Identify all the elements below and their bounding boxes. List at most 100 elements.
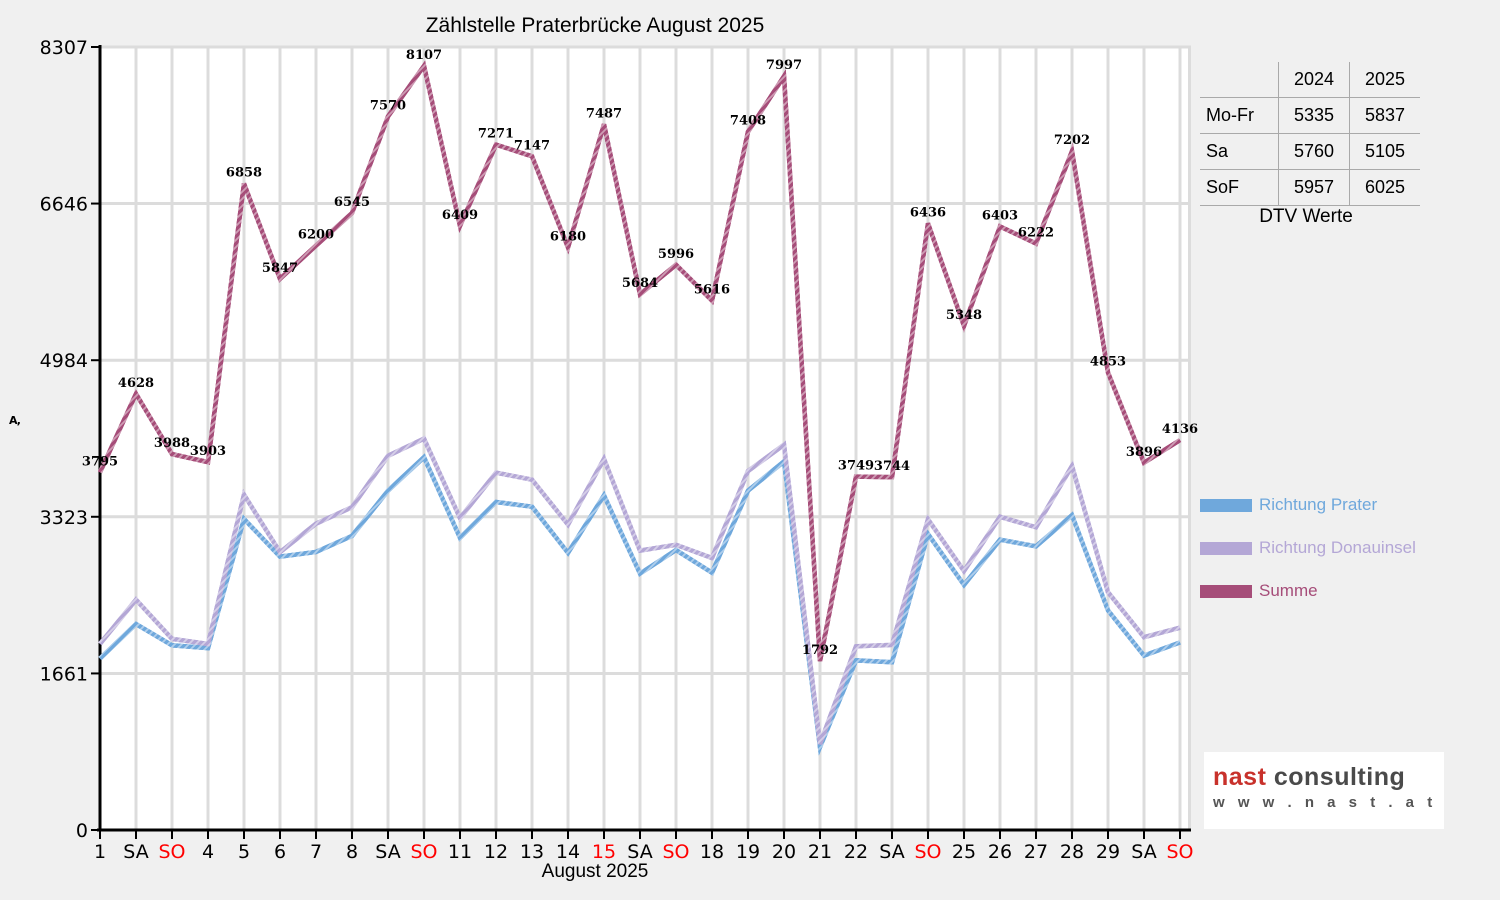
svg-text:0: 0 [76, 820, 88, 842]
svg-text:SA: SA [375, 841, 400, 863]
svg-text:3749: 3749 [838, 459, 874, 474]
legend-label: Summe [1259, 581, 1318, 600]
svg-text:3795: 3795 [82, 454, 118, 469]
svg-text:8107: 8107 [406, 48, 442, 63]
svg-text:6180: 6180 [550, 229, 586, 244]
svg-text:5684: 5684 [622, 276, 658, 291]
chart-legend: Richtung Prater Richtung Donauinsel Summ… [1200, 495, 1416, 624]
svg-text:SO: SO [410, 841, 437, 863]
x-axis-title: August 2025 [541, 861, 649, 882]
cell-value: 5105 [1349, 133, 1420, 170]
svg-text:7202: 7202 [1054, 133, 1090, 148]
row-label: Mo-Fr [1206, 105, 1254, 125]
svg-text:SO: SO [662, 841, 689, 863]
cell-value: 5760 [1278, 133, 1350, 170]
svg-text:SO: SO [914, 841, 941, 863]
svg-text:1661: 1661 [40, 663, 88, 685]
cell-value: 5957 [1278, 169, 1350, 206]
svg-text:SA: SA [627, 841, 652, 863]
y-axis-mini-label: A, [9, 414, 21, 427]
svg-text:7487: 7487 [586, 106, 622, 121]
svg-text:6222: 6222 [1018, 226, 1054, 241]
svg-text:7: 7 [310, 841, 322, 863]
svg-text:18: 18 [700, 841, 724, 863]
svg-text:7997: 7997 [766, 58, 802, 73]
svg-text:SA: SA [1131, 841, 1156, 863]
svg-text:3744: 3744 [874, 459, 910, 474]
svg-text:5996: 5996 [658, 247, 694, 262]
legend-swatch-maroon [1200, 584, 1252, 598]
svg-text:7147: 7147 [514, 138, 550, 153]
svg-text:3896: 3896 [1126, 445, 1162, 460]
svg-text:4136: 4136 [1162, 422, 1198, 437]
svg-text:4984: 4984 [40, 350, 88, 372]
svg-text:1792: 1792 [802, 643, 838, 658]
svg-text:3988: 3988 [154, 436, 190, 451]
row-label: Sa [1206, 141, 1229, 161]
svg-text:6403: 6403 [982, 208, 1018, 223]
table-header-row: 2024 2025 [1200, 62, 1420, 98]
svg-text:5847: 5847 [262, 261, 298, 276]
cell-value: 6025 [1349, 169, 1420, 206]
svg-text:12: 12 [484, 841, 508, 863]
svg-text:15: 15 [592, 841, 616, 863]
svg-text:6646: 6646 [40, 194, 88, 216]
table-row: SoF 5957 6025 [1200, 169, 1420, 206]
table-caption: DTV Werte [1259, 206, 1353, 227]
legend-swatch-purple [1200, 541, 1252, 555]
svg-text:SO: SO [1166, 841, 1193, 863]
svg-text:6: 6 [274, 841, 286, 863]
svg-text:5: 5 [238, 841, 250, 863]
logo-brand-red: nast [1213, 763, 1267, 791]
cell-value: 5837 [1349, 97, 1420, 134]
dtv-table: 2024 2025 Mo-Fr 5335 5837 Sa 5760 5105 S… [1200, 62, 1420, 206]
svg-text:7570: 7570 [370, 98, 406, 113]
row-label: SoF [1206, 177, 1240, 197]
logo-brand-gray: consulting [1273, 763, 1406, 791]
svg-text:7408: 7408 [730, 114, 766, 129]
svg-text:5616: 5616 [694, 283, 730, 298]
svg-text:13: 13 [520, 841, 544, 863]
svg-text:SA: SA [879, 841, 904, 863]
logo-url: w w w . n a s t . a t [1213, 794, 1437, 811]
svg-text:1: 1 [94, 841, 106, 863]
svg-text:29: 29 [1096, 841, 1120, 863]
legend-item-donauinsel: Richtung Donauinsel [1200, 538, 1416, 558]
svg-text:25: 25 [952, 841, 976, 863]
svg-text:27: 27 [1024, 841, 1048, 863]
svg-text:26: 26 [988, 841, 1012, 863]
svg-text:6545: 6545 [334, 195, 370, 210]
svg-text:6436: 6436 [910, 205, 946, 220]
svg-text:7271: 7271 [478, 127, 514, 142]
table-row: Sa 5760 5105 [1200, 133, 1420, 170]
cell-value: 5335 [1278, 97, 1350, 134]
chart-title: Zählstelle Praterbrücke August 2025 [425, 14, 765, 37]
svg-text:19: 19 [736, 841, 760, 863]
svg-text:8307: 8307 [40, 37, 88, 59]
svg-text:3323: 3323 [40, 507, 88, 529]
legend-label: Richtung Donauinsel [1259, 538, 1416, 557]
svg-text:SO: SO [158, 841, 185, 863]
svg-text:6200: 6200 [298, 228, 334, 243]
svg-text:4628: 4628 [118, 376, 154, 391]
svg-text:3903: 3903 [190, 444, 226, 459]
logo-wordmark: nast consulting [1213, 764, 1444, 790]
svg-text:8: 8 [346, 841, 358, 863]
legend-label: Richtung Prater [1259, 495, 1378, 514]
svg-text:14: 14 [556, 841, 580, 863]
table-row: Mo-Fr 5335 5837 [1200, 97, 1420, 134]
nast-logo: nast consulting w w w . n a s t . a t [1204, 752, 1444, 829]
table-col-2025: 2025 [1349, 62, 1420, 98]
svg-text:6858: 6858 [226, 166, 262, 181]
svg-text:5348: 5348 [946, 308, 982, 323]
svg-text:11: 11 [448, 841, 472, 863]
svg-text:4: 4 [202, 841, 214, 863]
svg-text:28: 28 [1060, 841, 1084, 863]
svg-text:21: 21 [808, 841, 832, 863]
svg-text:22: 22 [844, 841, 868, 863]
svg-text:SA: SA [123, 841, 148, 863]
legend-item-prater: Richtung Prater [1200, 495, 1416, 515]
legend-swatch-blue [1200, 498, 1252, 512]
